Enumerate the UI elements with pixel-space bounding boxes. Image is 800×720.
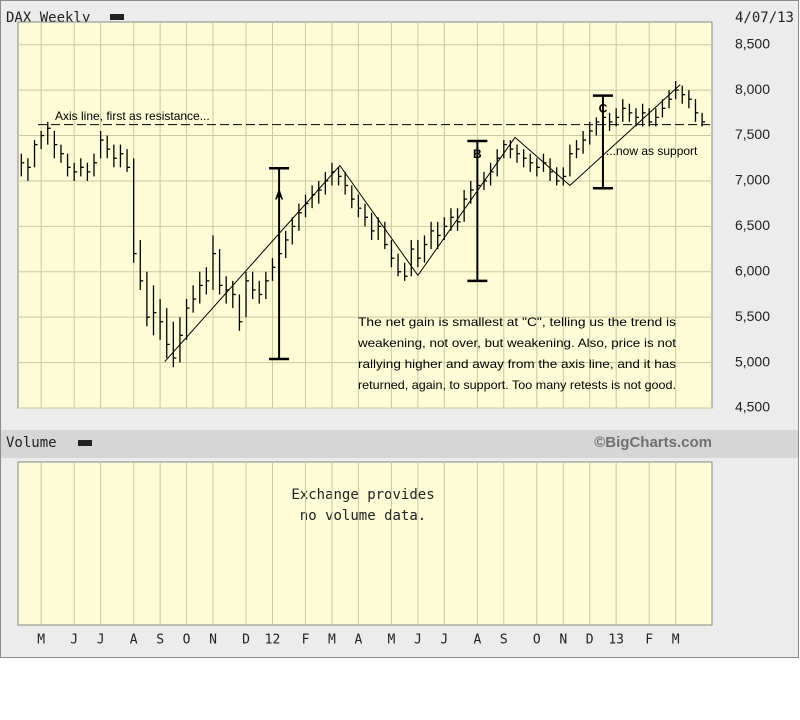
x-tick-label: N (209, 633, 217, 648)
note-line: weakening, not over, but weakening. Also… (357, 336, 677, 350)
note-line: returned, again, to support. Too many re… (358, 378, 676, 392)
y-tick-label: 5,500 (735, 308, 770, 324)
credit: ©BigCharts.com (594, 434, 712, 451)
x-tick-label: O (183, 633, 191, 648)
x-tick-label: F (645, 633, 653, 648)
x-tick-label: D (242, 633, 250, 648)
x-tick-label: J (70, 633, 78, 648)
x-tick-label: J (414, 633, 422, 648)
x-tick-label: M (328, 633, 336, 648)
trend-line (164, 84, 681, 363)
volume-title: Volume (6, 435, 57, 451)
x-tick-label: A (130, 633, 138, 648)
x-tick-label: S (156, 633, 164, 648)
y-tick-label: 4,500 (735, 399, 770, 415)
y-tick-label: 8,500 (735, 35, 770, 51)
range-label: C (599, 102, 608, 116)
y-tick-label: 8,000 (735, 81, 770, 97)
y-tick-label: 6,000 (735, 262, 770, 278)
x-tick-label: A (354, 633, 362, 648)
x-tick-label: 13 (608, 633, 624, 648)
x-tick-label: M (672, 633, 680, 648)
y-tick-label: 7,000 (735, 172, 770, 188)
x-tick-label: D (586, 633, 594, 648)
volume-message: no volume data. (300, 508, 426, 524)
note-line: rallying higher and away from the axis l… (358, 357, 676, 371)
note-line: The net gain is smallest at "C", telling… (358, 315, 676, 329)
legend-swatch (110, 14, 124, 20)
y-tick-label: 5,000 (735, 353, 770, 369)
x-tick-label: M (37, 633, 45, 648)
x-tick-label: A (473, 633, 481, 648)
range-label: B (473, 147, 482, 161)
legend-swatch (78, 440, 92, 446)
x-tick-label: S (500, 633, 508, 648)
y-tick-label: 7,500 (735, 126, 770, 142)
x-tick-label: N (559, 633, 567, 648)
x-tick-label: 12 (265, 633, 281, 648)
volume-message: Exchange provides (291, 487, 434, 503)
annotation: Axis line, first as resistance... (55, 109, 210, 123)
x-tick-label: J (440, 633, 448, 648)
x-tick-label: J (97, 633, 105, 648)
volume-header (1, 430, 798, 458)
annotation: ...now as support (606, 144, 698, 158)
x-tick-label: F (302, 633, 310, 648)
x-tick-label: M (388, 633, 396, 648)
range-label: A (275, 188, 284, 202)
x-tick-label: O (533, 633, 541, 648)
date: 4/07/13 (735, 10, 794, 26)
y-tick-label: 6,500 (735, 217, 770, 233)
